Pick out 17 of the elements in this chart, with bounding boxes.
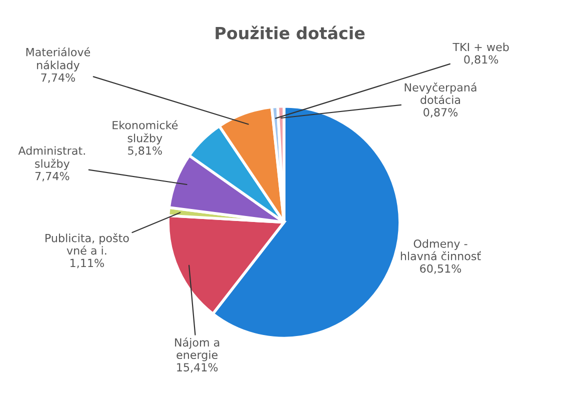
data-label: 1,11% [70,258,104,268]
data-label: 60,51% [420,264,462,274]
slice-label: Odmeny - hlavná činnosť [400,239,481,260]
data-label: 15,41% [177,363,218,373]
slice-label: Administrat. služby [18,146,85,170]
data-label: 7,74% [35,172,70,182]
slice-label: Nevyčerpaná dotácia [404,82,476,104]
data-label: 0,87% [424,108,458,118]
data-label: 7,74% [41,73,75,83]
data-label: 0,81% [464,55,498,65]
slice-label: Materiálové náklady [26,47,90,72]
slice-label: Ekonomické služby [112,120,178,144]
slice-label: Nájom a energie [175,338,220,362]
chart-title: Použitie dotácie [216,26,365,40]
slice-label: Publicita, pošto vné a i. [46,233,129,255]
slice-label: TKI + web [452,42,509,52]
data-label: 5,81% [128,146,162,156]
